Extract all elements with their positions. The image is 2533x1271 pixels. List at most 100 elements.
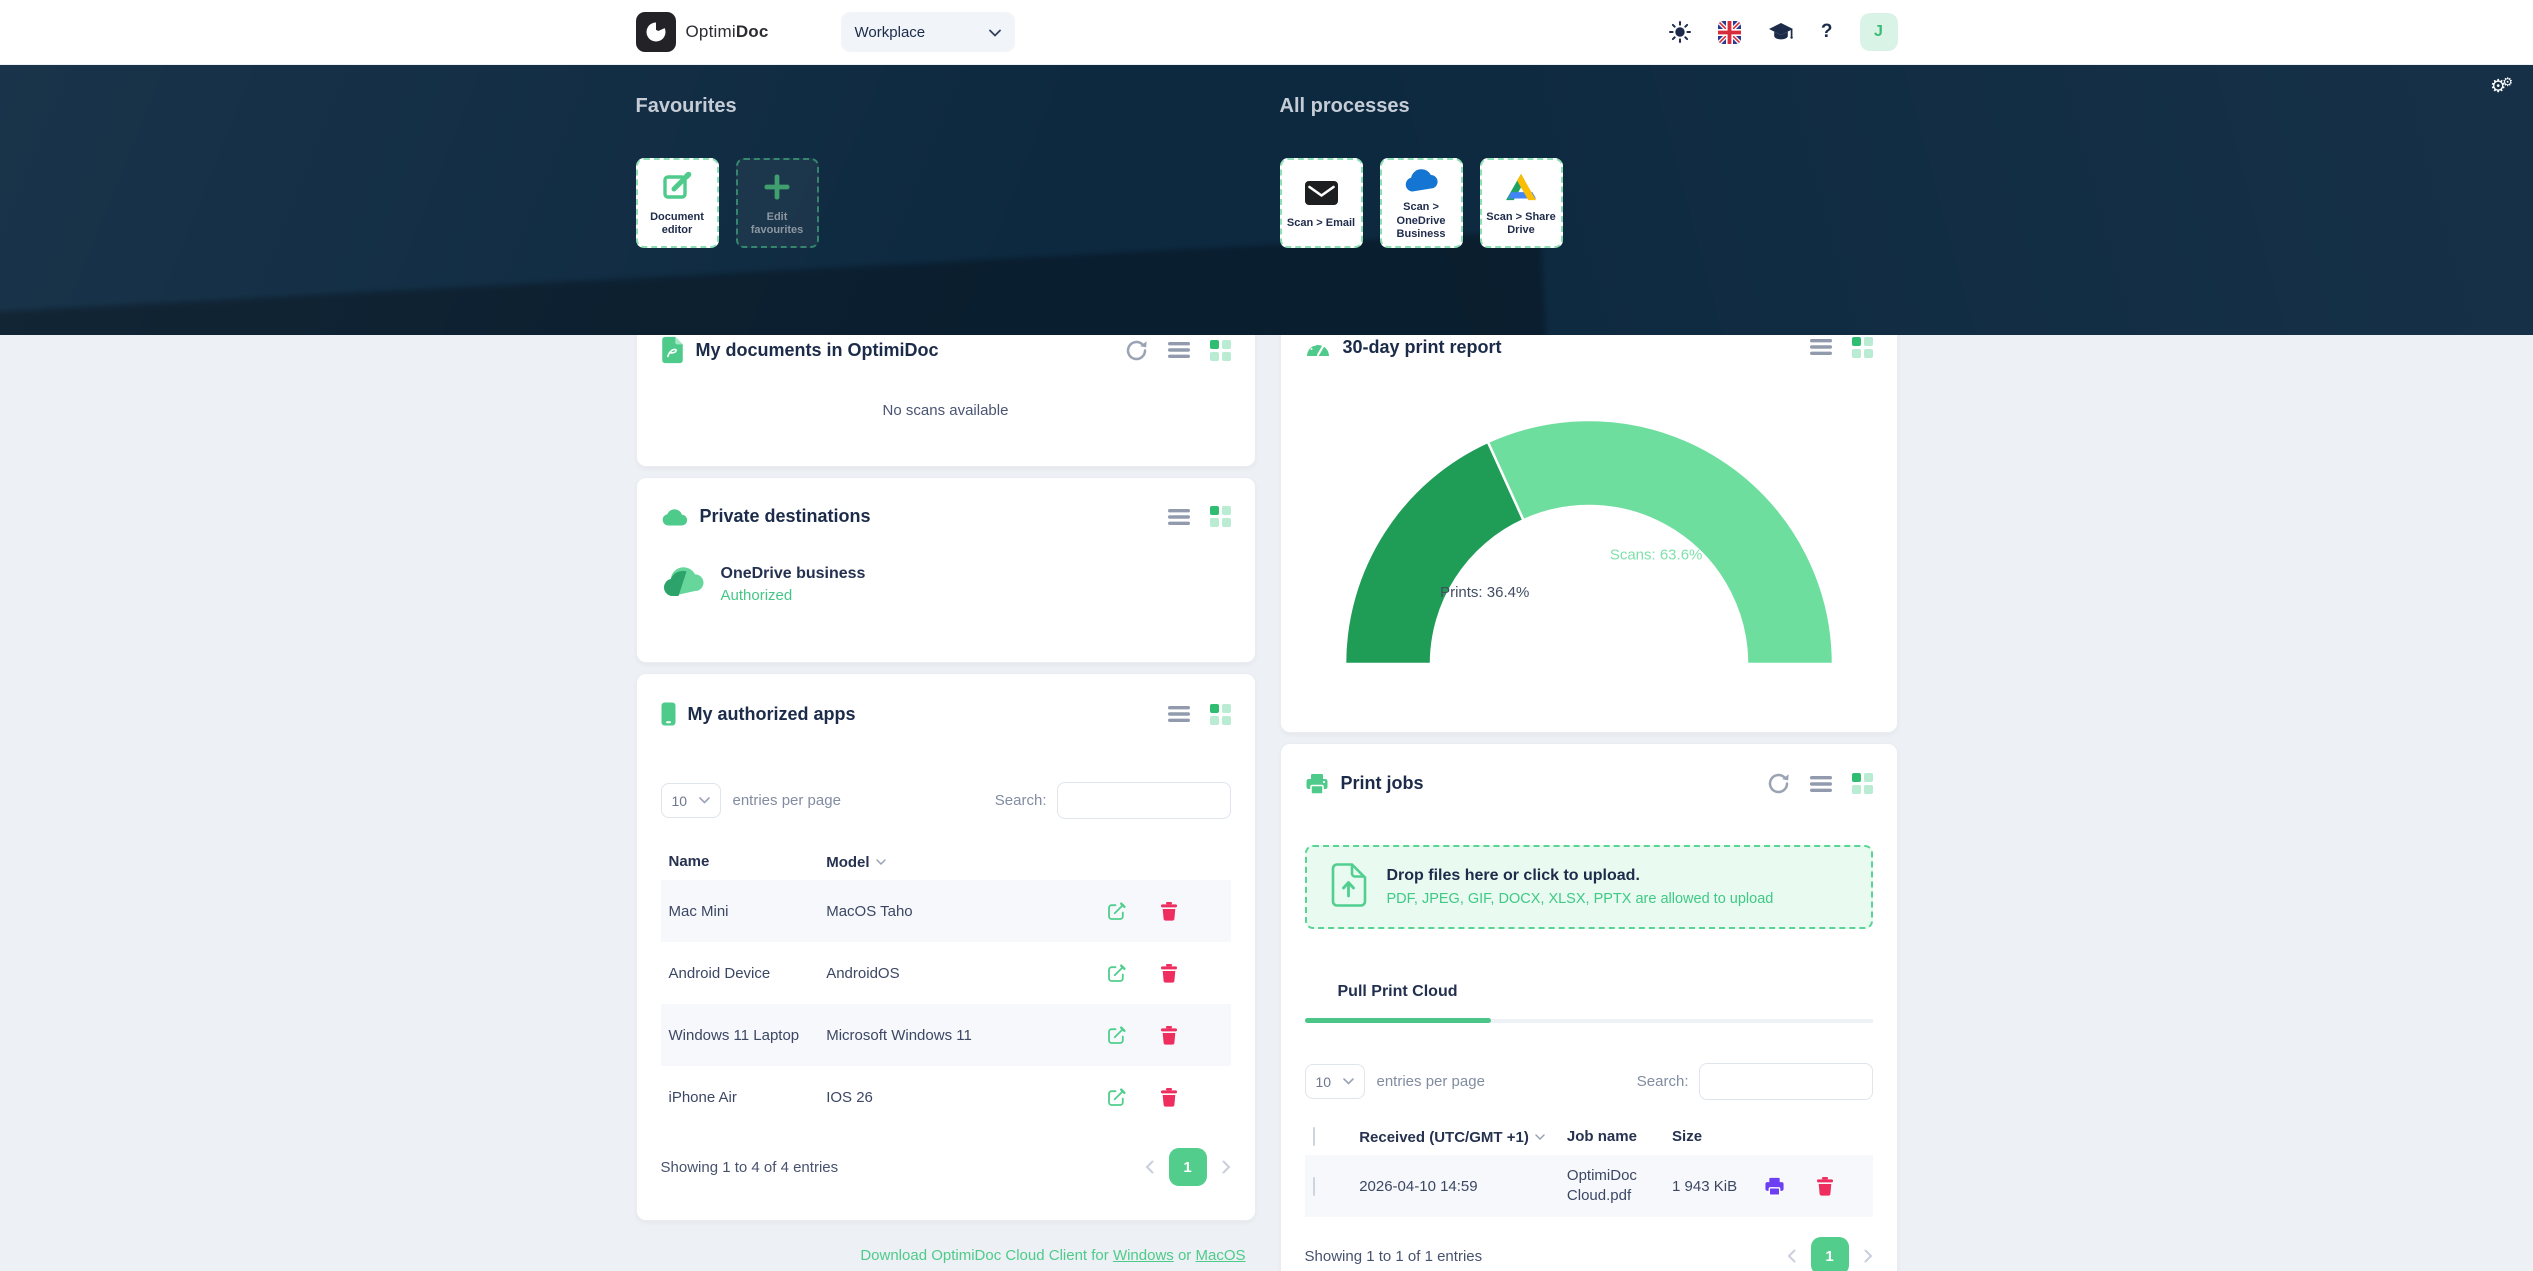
print-report-chart: Prints: 36.4% Scans: 63.6%	[1305, 358, 1873, 732]
hero-banner: ⚙⚙ Favourites Document editor Edit favou…	[0, 65, 2533, 335]
download-or-text: or	[1177, 1247, 1192, 1264]
tutorial-graduation-cap-icon[interactable]	[1768, 22, 1794, 43]
prev-page-icon[interactable]	[1145, 1160, 1154, 1174]
row-checkbox[interactable]	[1312, 1176, 1315, 1196]
next-page-icon[interactable]	[1222, 1160, 1231, 1174]
destination-name: OneDrive business	[720, 565, 866, 582]
search-label: Search:	[994, 792, 1047, 809]
gauge-slice-prints	[1343, 440, 1525, 666]
email-envelope-icon	[1304, 175, 1338, 211]
user-avatar-button[interactable]: J	[1859, 13, 1898, 51]
destination-status: Authorized	[720, 587, 793, 604]
list-view-icon[interactable]	[1167, 342, 1190, 358]
upload-subtitle: PDF, JPEG, GIF, DOCX, XLSX, PPTX are all…	[1386, 891, 1774, 907]
authorized-apps-card: My authorized apps 10	[635, 673, 1256, 1221]
job-received: 2026-04-10 14:59	[1359, 1177, 1478, 1195]
tile-edit-favourites[interactable]: Edit favourites	[735, 158, 819, 248]
workspace-select[interactable]: Workplace	[840, 12, 1015, 52]
sort-chevron-icon	[1535, 1127, 1545, 1144]
document-edit-icon	[662, 169, 693, 205]
edit-icon[interactable]	[1106, 1087, 1145, 1108]
page-1-button[interactable]: 1	[1810, 1237, 1849, 1271]
print-jobs-table: Received (UTC/GMT +1) Job name Size 2026…	[1304, 1118, 1873, 1217]
entries-value: 10	[1315, 1073, 1332, 1090]
language-uk-flag-icon[interactable]	[1717, 20, 1741, 44]
delete-trash-icon[interactable]	[1817, 1176, 1848, 1196]
chevron-down-icon	[698, 797, 710, 804]
favourites-tiles: Document editor Edit favourites	[635, 158, 1256, 248]
app-logo[interactable]: OptimiDoc	[635, 12, 769, 52]
column-header-name[interactable]: Name	[668, 853, 710, 870]
refresh-icon[interactable]	[1767, 772, 1790, 795]
delete-trash-icon[interactable]	[1161, 901, 1206, 921]
optimidoc-logo-icon	[635, 12, 676, 52]
tab-pull-print-cloud[interactable]: Pull Print Cloud	[1304, 983, 1491, 1023]
print-jobs-tabs: Pull Print Cloud	[1304, 983, 1873, 1023]
table-row: Windows 11 Laptop Microsoft Windows 11	[660, 1004, 1231, 1066]
grid-view-icon[interactable]	[1209, 506, 1231, 527]
mobile-phone-icon	[661, 702, 676, 726]
table-row: Mac Mini MacOS Taho	[660, 880, 1231, 942]
help-icon[interactable]: ?	[1820, 21, 1833, 42]
grid-view-icon[interactable]	[1851, 773, 1873, 794]
pdf-file-icon	[661, 336, 684, 364]
macos-download-link[interactable]: MacOS	[1195, 1247, 1246, 1264]
app-model: AndroidOS	[826, 964, 900, 982]
settings-gears-icon[interactable]: ⚙⚙	[2490, 75, 2513, 96]
destination-onedrive-row[interactable]: OneDrive business Authorized	[661, 565, 1231, 604]
grid-view-icon[interactable]	[1209, 703, 1231, 725]
card-title: Private destinations	[699, 506, 871, 526]
authorized-apps-table: Name Model Mac Mini MacOS Taho	[660, 843, 1231, 1128]
tile-scan-onedrive[interactable]: Scan > OneDrive Business	[1379, 158, 1463, 248]
prev-page-icon[interactable]	[1787, 1249, 1796, 1263]
next-page-icon[interactable]	[1864, 1249, 1873, 1263]
edit-icon[interactable]	[1106, 1025, 1145, 1046]
job-size: 1 943 KiB	[1672, 1177, 1738, 1195]
grid-view-icon[interactable]	[1209, 339, 1231, 361]
chevron-down-icon	[1342, 1078, 1354, 1085]
entries-per-page-select[interactable]: 10	[1304, 1064, 1365, 1099]
all-processes-heading: All processes	[1279, 95, 1410, 117]
onedrive-green-cloud-icon	[661, 567, 705, 602]
process-tiles: Scan > Email Scan > OneDrive Business Sc…	[1279, 158, 1898, 248]
list-view-icon[interactable]	[1167, 706, 1190, 722]
select-all-checkbox[interactable]	[1312, 1127, 1315, 1146]
grid-view-icon[interactable]	[1851, 336, 1873, 358]
refresh-icon[interactable]	[1125, 339, 1148, 362]
card-title: 30-day print report	[1342, 336, 1502, 357]
list-view-icon[interactable]	[1809, 339, 1832, 355]
app-header: OptimiDoc Workplace ? J	[0, 0, 2533, 65]
upload-file-icon	[1331, 862, 1367, 912]
list-view-icon[interactable]	[1809, 775, 1832, 792]
page-1-button[interactable]: 1	[1168, 1148, 1207, 1186]
column-header-model[interactable]: Model	[818, 843, 1098, 880]
entries-per-page-label: entries per page	[732, 792, 841, 809]
print-job-icon[interactable]	[1764, 1177, 1801, 1196]
brand-name: OptimiDoc	[685, 22, 769, 41]
tile-scan-email[interactable]: Scan > Email	[1279, 158, 1363, 248]
card-title: Print jobs	[1340, 773, 1424, 793]
entries-per-page-select[interactable]: 10	[660, 783, 721, 818]
job-name: OptimiDoc Cloud.pdf	[1566, 1166, 1637, 1204]
list-view-icon[interactable]	[1167, 508, 1190, 525]
table-row: iPhone Air IOS 26	[661, 1066, 1231, 1128]
column-header-received[interactable]: Received (UTC/GMT +1)	[1351, 1118, 1559, 1155]
column-header-job-name[interactable]: Job name	[1566, 1128, 1637, 1145]
tile-label: Scan > OneDrive Business	[1396, 201, 1446, 240]
column-header-size[interactable]: Size	[1672, 1128, 1703, 1145]
delete-trash-icon[interactable]	[1161, 963, 1206, 983]
edit-icon[interactable]	[1106, 901, 1145, 922]
delete-trash-icon[interactable]	[1161, 1025, 1206, 1045]
theme-sun-icon[interactable]	[1668, 21, 1691, 43]
windows-download-link[interactable]: Windows	[1112, 1247, 1174, 1264]
file-upload-dropzone[interactable]: Drop files here or click to upload. PDF,…	[1304, 845, 1873, 929]
tile-scan-sharedrive[interactable]: Scan > Share Drive	[1479, 158, 1563, 248]
search-input[interactable]	[1698, 1063, 1873, 1100]
download-text: Download OptimiDoc Cloud Client for	[860, 1247, 1109, 1264]
edit-icon[interactable]	[1106, 963, 1145, 984]
tile-document-editor[interactable]: Document editor	[635, 158, 719, 248]
delete-trash-icon[interactable]	[1161, 1087, 1206, 1107]
print-report-card: 30-day print report Prints: 36.4% Scans: …	[1279, 307, 1898, 733]
search-input[interactable]	[1056, 782, 1231, 819]
table-row: 2026-04-10 14:59 OptimiDoc Cloud.pdf 1 9…	[1304, 1155, 1873, 1217]
